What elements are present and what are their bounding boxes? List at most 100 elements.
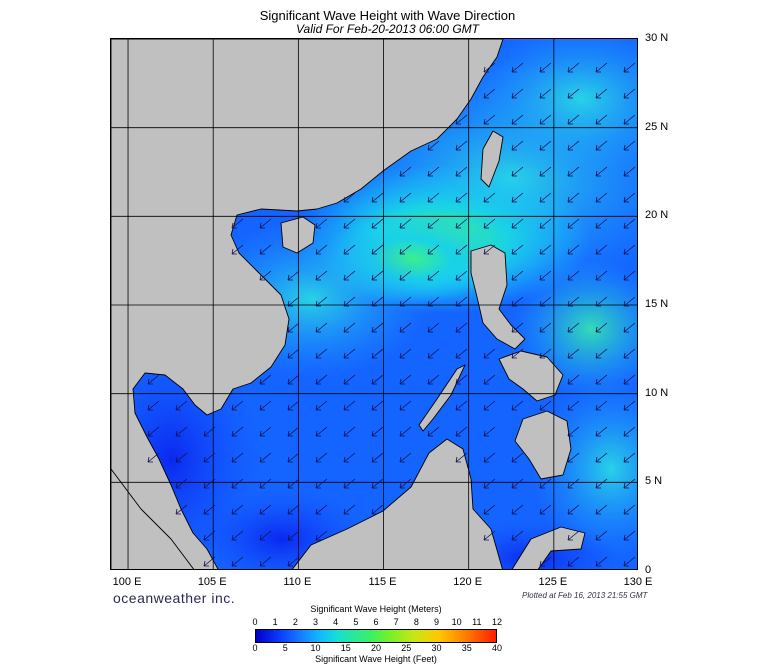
wave-arrow [595, 296, 608, 307]
wave-arrow [399, 478, 412, 489]
wave-arrow [567, 62, 580, 73]
wave-arrow [567, 348, 580, 359]
map-title: Significant Wave Height with Wave Direct… [259, 8, 516, 23]
wave-arrow [259, 244, 272, 255]
wave-arrow [259, 270, 272, 281]
wave-arrow [483, 348, 496, 359]
wave-arrow [595, 218, 608, 229]
wave-arrow [455, 140, 468, 151]
wave-arrow [455, 426, 468, 437]
wave-arrow [315, 478, 328, 489]
wave-arrow [203, 556, 216, 567]
wave-arrow [147, 374, 160, 385]
wave-arrow [539, 62, 552, 73]
wave-arrow [623, 296, 636, 307]
wave-arrow [399, 270, 412, 281]
wave-arrow [595, 62, 608, 73]
wave-arrow [483, 192, 496, 203]
wave-arrow [399, 322, 412, 333]
wave-arrow [511, 192, 524, 203]
wave-map [110, 38, 638, 570]
wave-arrow [399, 348, 412, 359]
luzon-island [470, 244, 526, 350]
wave-arrow [343, 192, 356, 203]
wave-arrow [455, 452, 468, 463]
wave-arrow [315, 270, 328, 281]
wave-arrow [343, 270, 356, 281]
wave-arrow [231, 452, 244, 463]
legend-meter-tick: 1 [272, 617, 278, 627]
wave-arrow [511, 88, 524, 99]
wave-arrow [203, 426, 216, 437]
wave-arrow [539, 244, 552, 255]
legend-feet-tick: 15 [340, 643, 351, 653]
legend-feet-tick: 10 [310, 643, 321, 653]
wave-arrow [427, 166, 440, 177]
wave-arrow [287, 374, 300, 385]
wave-arrow [427, 374, 440, 385]
wave-arrow [623, 192, 636, 203]
wave-arrow [287, 426, 300, 437]
wave-arrow [399, 218, 412, 229]
wave-arrow [623, 322, 636, 333]
wave-arrow [595, 166, 608, 177]
wave-arrow [595, 192, 608, 203]
wave-arrow [231, 426, 244, 437]
wave-arrow [483, 62, 496, 73]
wave-arrow [343, 426, 356, 437]
plotted-timestamp: Plotted at Feb 16, 2013 21:55 GMT [522, 591, 648, 600]
wave-arrow [623, 244, 636, 255]
wave-arrow [567, 374, 580, 385]
wave-arrow [371, 426, 384, 437]
longitude-label: 105 E [197, 576, 227, 588]
wave-arrow [371, 244, 384, 255]
wave-arrow [427, 322, 440, 333]
wave-arrow [455, 296, 468, 307]
wave-arrow [595, 270, 608, 281]
wave-arrow [259, 218, 272, 229]
wave-arrow [455, 192, 468, 203]
wave-arrow [483, 452, 496, 463]
mainland-asia [111, 39, 504, 569]
wave-arrow [567, 452, 580, 463]
legend-meter-tick: 0 [252, 617, 258, 627]
legend-feet-tick: 25 [401, 643, 412, 653]
wave-arrow [371, 296, 384, 307]
wave-arrow [343, 400, 356, 411]
wave-arrow [483, 530, 496, 541]
wave-arrow [483, 88, 496, 99]
wave-arrow [623, 270, 636, 281]
wave-arrow [567, 504, 580, 515]
wave-arrow [539, 296, 552, 307]
wave-arrow [567, 400, 580, 411]
wave-arrow [287, 400, 300, 411]
wave-arrow [539, 192, 552, 203]
wave-arrow [595, 426, 608, 437]
wave-arrow [147, 426, 160, 437]
longitude-label: 120 E [453, 576, 483, 588]
wave-arrow [175, 504, 188, 515]
wave-arrow [175, 478, 188, 489]
legend-meter-tick: 5 [353, 617, 359, 627]
wave-arrow [203, 478, 216, 489]
wave-arrow [371, 504, 384, 515]
wave-arrow [343, 296, 356, 307]
wave-arrow [343, 478, 356, 489]
wave-arrow [539, 504, 552, 515]
wave-arrow [623, 504, 636, 515]
legend-feet-tick: 30 [431, 643, 442, 653]
wave-arrow [287, 296, 300, 307]
wave-arrow [483, 478, 496, 489]
wave-arrow [595, 452, 608, 463]
wave-arrow [315, 504, 328, 515]
legend-title-meters: Significant Wave Height (Meters) [310, 604, 442, 614]
wave-arrow [427, 218, 440, 229]
legend-meter-tick: 3 [312, 617, 319, 627]
wave-arrow [427, 270, 440, 281]
wave-arrow [175, 426, 188, 437]
wave-arrow [399, 166, 412, 177]
wave-arrow [287, 530, 300, 541]
wave-arrow [595, 374, 608, 385]
wave-arrow [371, 322, 384, 333]
wave-arrow [595, 244, 608, 255]
